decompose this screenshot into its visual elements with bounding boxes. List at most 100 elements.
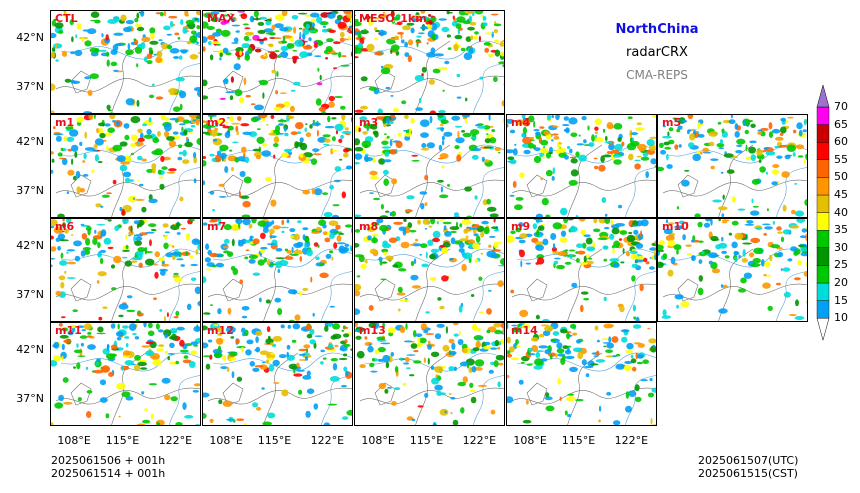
echo-cell — [425, 311, 430, 314]
echo-cell — [662, 135, 672, 139]
echo-cell — [413, 258, 417, 265]
echo-cell — [630, 354, 634, 359]
echo-cell — [562, 124, 570, 126]
echo-cell — [217, 308, 222, 315]
echo-cell — [598, 419, 601, 423]
echo-cell — [494, 49, 501, 57]
echo-cell — [771, 181, 778, 186]
echo-cell — [150, 32, 155, 40]
echo-cell — [380, 65, 384, 69]
echo-cell — [428, 14, 432, 17]
echo-cell — [535, 131, 541, 136]
echo-cell — [703, 222, 711, 228]
radar-map — [51, 219, 200, 321]
echo-cell — [148, 194, 153, 201]
echo-cell — [442, 365, 446, 369]
echo-cell — [209, 153, 215, 157]
echo-cell — [628, 153, 634, 161]
echo-cell — [178, 151, 183, 155]
echo-cell — [350, 348, 352, 351]
echo-cell — [472, 148, 482, 152]
echo-cell — [334, 123, 344, 132]
echo-cell — [106, 343, 110, 351]
echo-cell — [689, 133, 696, 141]
echo-cell — [755, 227, 763, 230]
echo-cell — [191, 238, 200, 245]
echo-cell — [272, 359, 280, 367]
echo-cell — [97, 161, 103, 163]
radar-map — [355, 115, 504, 217]
echo-cell — [190, 350, 198, 355]
echo-cell — [159, 309, 163, 312]
echo-cell — [383, 251, 388, 255]
echo-cell — [340, 134, 344, 139]
echo-cell — [545, 169, 553, 177]
echo-cell — [264, 177, 272, 182]
echo-cell — [204, 257, 211, 263]
echo-cell — [636, 122, 642, 126]
echo-cell — [542, 238, 549, 246]
echo-cell — [341, 384, 347, 388]
echo-cell — [581, 359, 587, 366]
echo-cell — [180, 19, 184, 26]
map-outline — [473, 166, 504, 217]
echo-cell — [76, 362, 81, 370]
echo-cell — [66, 249, 76, 252]
echo-cell — [333, 41, 341, 45]
echo-cell — [235, 219, 240, 223]
echo-cell — [230, 18, 236, 22]
echo-cell — [69, 129, 79, 137]
radar-map — [203, 219, 352, 321]
echo-cell — [429, 110, 437, 113]
echo-cell — [180, 227, 187, 230]
echo-cell — [391, 401, 397, 406]
echo-cell — [515, 119, 524, 126]
echo-cell — [697, 221, 703, 228]
echo-cell — [580, 229, 586, 236]
echo-cell — [503, 147, 504, 151]
echo-cell — [582, 242, 587, 249]
echo-cell — [722, 194, 725, 200]
echo-cell — [603, 258, 608, 262]
echo-cell — [268, 132, 277, 136]
echo-cell — [102, 306, 108, 309]
echo-cell — [437, 115, 444, 118]
echo-cell — [391, 178, 398, 185]
echo-cell — [428, 79, 435, 85]
echo-cell — [424, 202, 428, 206]
echo-cell — [771, 128, 781, 134]
echo-cell — [302, 234, 306, 241]
echo-cell — [108, 372, 114, 377]
echo-cell — [294, 39, 304, 47]
echo-cell — [378, 382, 387, 390]
echo-cell — [309, 339, 316, 345]
colorbar-tick-label: 30 — [834, 240, 848, 254]
echo-cell — [346, 13, 352, 19]
echo-cell — [291, 339, 297, 343]
echo-cell — [369, 362, 375, 368]
echo-cell — [749, 210, 760, 216]
echo-cell — [52, 344, 58, 348]
echo-cell — [680, 300, 690, 308]
echo-cell — [158, 257, 165, 262]
echo-cell — [66, 136, 75, 142]
echo-cell — [355, 109, 364, 113]
echo-cell — [292, 49, 298, 52]
echo-cell — [209, 354, 213, 360]
echo-cell — [355, 14, 357, 17]
echo-cell — [298, 353, 306, 356]
echo-cell — [271, 220, 275, 225]
colorbar-segment — [816, 265, 830, 284]
echo-cell — [317, 67, 320, 72]
echo-cell — [763, 232, 767, 236]
echo-cell — [480, 231, 485, 238]
echo-cell — [580, 304, 584, 313]
echo-cell — [176, 258, 184, 261]
echo-cell — [135, 236, 143, 241]
echo-cell — [84, 147, 95, 151]
echo-cell — [61, 158, 68, 166]
echo-cell — [779, 132, 784, 136]
echo-cell — [122, 219, 129, 225]
echo-cell — [678, 144, 682, 148]
echo-cell — [194, 18, 198, 21]
